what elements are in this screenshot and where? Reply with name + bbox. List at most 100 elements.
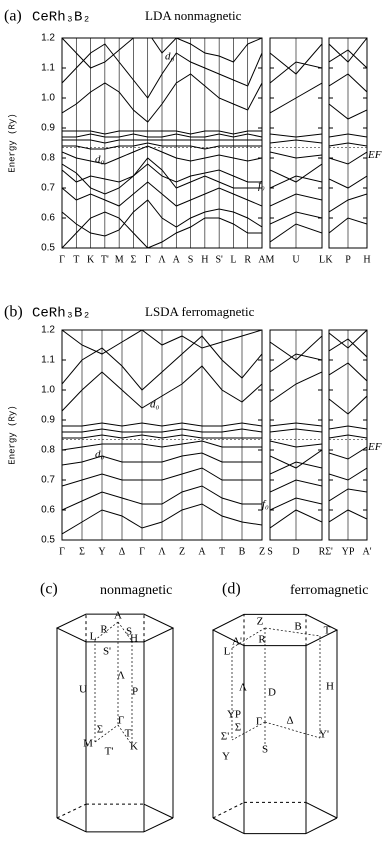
path-line (264, 627, 321, 637)
x-tick-label: Σ (79, 546, 85, 557)
band-line (62, 335, 262, 391)
band-line (329, 49, 367, 69)
band-line (62, 452, 262, 466)
k-point-label: Y (222, 751, 230, 763)
k-point-label: A' (232, 636, 242, 648)
annotation: d₀ (95, 154, 105, 166)
zone-edge (143, 803, 174, 819)
x-tick-label: U (292, 254, 300, 265)
band-line (62, 130, 262, 135)
panel-frame (328, 329, 368, 541)
x-tick-label: Γ (139, 546, 145, 557)
x-tick-label: S' (215, 254, 223, 265)
k-point-label: Σ (235, 722, 241, 734)
y-tick-label: 0.5 (41, 535, 55, 546)
k-point-label: H (130, 633, 138, 645)
k-point-label: Σ (97, 724, 103, 736)
x-tick-label: Σ' (325, 546, 333, 557)
path-line (231, 627, 266, 649)
k-point-label: M (83, 738, 93, 750)
band-line (270, 440, 322, 448)
panel-label: (a) (4, 8, 22, 25)
band-line (270, 193, 322, 207)
band-line (62, 157, 262, 195)
bands (329, 330, 367, 523)
band-line (329, 362, 367, 382)
k-point-label: Λ (239, 682, 247, 694)
band-line (62, 422, 262, 427)
band-line (270, 133, 322, 138)
x-tick-label: S (188, 254, 194, 265)
k-point-label: YP (227, 709, 241, 721)
y-tick-label: 0.9 (41, 415, 55, 426)
k-point-label: Z (257, 616, 264, 628)
x-tick-label: T (73, 254, 79, 265)
band-line (62, 163, 262, 183)
x-tick-label: Γ (59, 254, 65, 265)
x-tick-label: Z (259, 546, 265, 557)
band-line (270, 461, 322, 475)
band-line (329, 434, 367, 439)
band-line (329, 175, 367, 189)
k-point-label: T (324, 625, 331, 637)
x-tick-label: S (267, 546, 273, 557)
k-point-label: D (268, 687, 276, 699)
band-line (270, 43, 322, 75)
zone-edge (143, 817, 174, 833)
k-point-label: R (258, 634, 266, 646)
panel-frame (269, 37, 323, 249)
zone-edge (305, 801, 338, 819)
x-tick-label: B (239, 546, 246, 557)
bands (270, 43, 322, 243)
x-tick-label: D (292, 546, 299, 557)
x-tick-label: P (345, 254, 351, 265)
y-tick-label: 1.2 (41, 325, 55, 336)
k-point-label: S' (103, 646, 111, 658)
zone-edge (56, 803, 87, 819)
band-line (329, 446, 367, 460)
k-point-label: H (326, 681, 334, 693)
band-line (270, 353, 322, 373)
x-tick-label: M (266, 254, 275, 265)
band-line (270, 151, 322, 159)
band-line (62, 38, 262, 69)
x-tick-label: L (230, 254, 236, 265)
y-tick-label: 1.1 (41, 355, 55, 366)
bands (62, 38, 262, 248)
band-line (62, 199, 262, 237)
bands (270, 335, 322, 529)
band-line (270, 82, 322, 114)
x-tick-label: A (198, 546, 206, 557)
y-tick-label: 0.8 (41, 445, 55, 456)
y-tick-label: 0.7 (41, 475, 55, 486)
x-tick-label: M (115, 254, 124, 265)
band-line (329, 338, 367, 358)
k-point-label: S (126, 626, 132, 638)
annotation: EF (367, 149, 382, 161)
zone-edge (212, 801, 245, 819)
band-line (62, 73, 262, 123)
band-line (329, 38, 367, 63)
k-point-label: Γ (118, 715, 124, 727)
bands (329, 38, 367, 234)
band-line (270, 335, 322, 361)
band-line (62, 428, 262, 433)
x-tick-label: Z (179, 546, 185, 557)
band-line (270, 497, 322, 511)
y-tick-label: 0.8 (41, 153, 55, 164)
band-line (270, 139, 322, 144)
annotation: d₀ (95, 449, 105, 461)
k-point-label: L (90, 631, 97, 643)
y-axis-label: Energy (Ry) (7, 405, 17, 464)
k-point-label: A (114, 610, 122, 622)
band-line (329, 425, 367, 430)
x-tick-label: H (201, 254, 208, 265)
x-tick-label: Σ (131, 254, 137, 265)
zone-edge (212, 817, 245, 835)
band-line (62, 434, 262, 439)
band-line (329, 151, 367, 165)
panel-frame (61, 37, 263, 249)
zone-edge (56, 817, 87, 833)
band-line (329, 467, 367, 481)
diagram-label: (d) (222, 581, 241, 598)
